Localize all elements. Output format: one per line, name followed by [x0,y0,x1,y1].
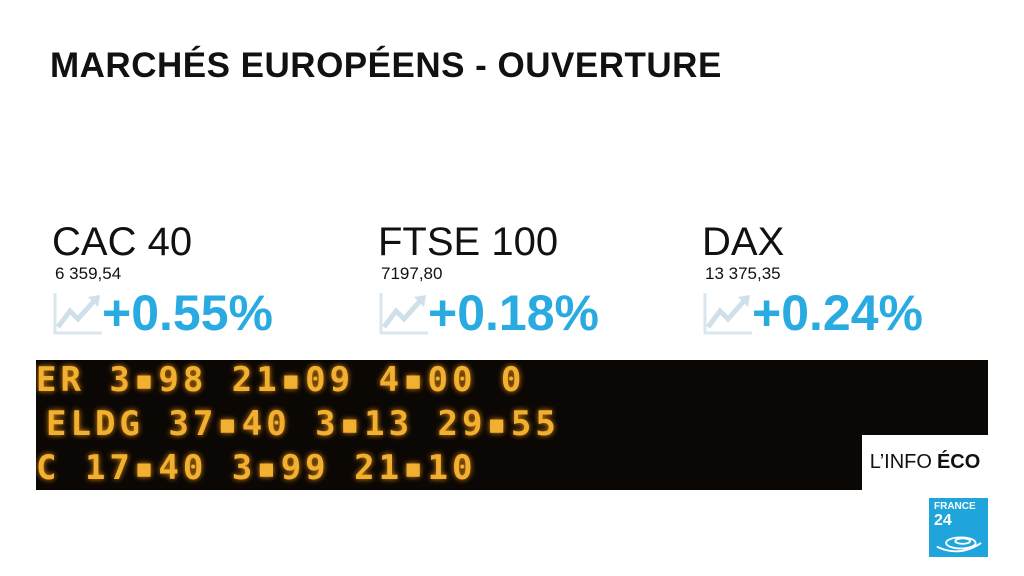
index-change: +0.55% [102,285,273,341]
ticker-row: ER 3▪98 21▪09 4▪00 0 [36,360,526,400]
index-dax: DAX 13 375,35 +0.24% [702,220,1022,340]
ticker-row: ELDG 37▪40 3▪13 29▪55 [46,404,560,444]
index-value: 6 359,54 [55,264,122,283]
index-value: 7197,80 [381,264,443,283]
signal-waves-icon [936,536,982,553]
trend-up-icon [53,293,102,335]
index-name: CAC 40 [52,220,193,264]
page-title: MARCHÉS EUROPÉENS - OUVERTURE [50,46,722,85]
segment-tag-bold: ÉCO [936,451,981,473]
ticker-row: C 17▪40 3▪99 21▪10 [36,448,477,488]
trend-up-icon [703,293,752,335]
france24-logo: FRANCE 24 [929,498,988,557]
stock-ticker-board-image: ER 3▪98 21▪09 4▪00 0 ELDG 37▪40 3▪13 29▪… [36,360,988,490]
trend-up-icon [379,293,428,335]
index-cac40: CAC 40 6 359,54 +0.55% [52,220,372,340]
logo-line1: FRANCE [934,501,976,512]
index-change: +0.18% [428,285,599,341]
index-value: 13 375,35 [705,264,781,283]
segment-tag-light: L’INFO [869,451,932,473]
index-name: DAX [702,220,785,264]
index-change: +0.24% [752,285,923,341]
logo-line2: 24 [934,512,952,529]
index-ftse100: FTSE 100 7197,80 +0.18% [378,220,698,340]
index-name: FTSE 100 [378,220,559,264]
segment-tag: L’INFO ÉCO [862,435,988,490]
